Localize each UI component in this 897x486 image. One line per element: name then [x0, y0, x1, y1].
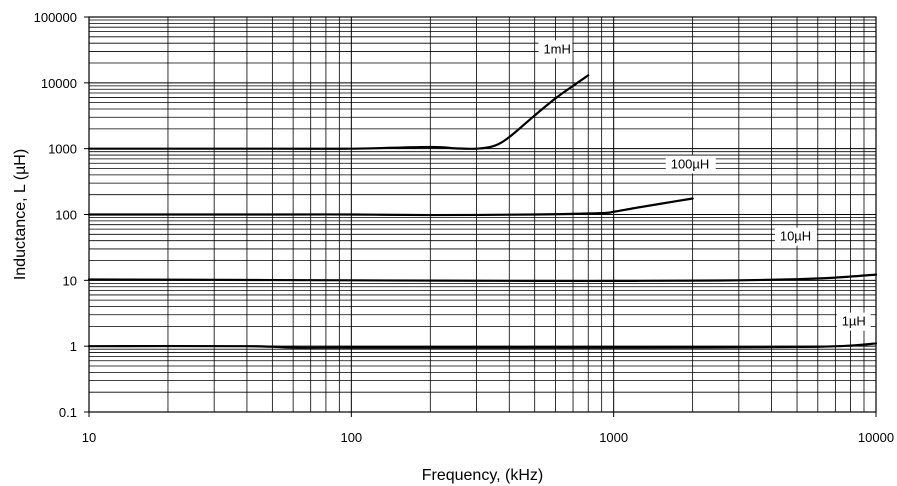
y-tick-label: 100000: [34, 10, 77, 25]
y-tick-label: 100: [55, 208, 77, 223]
y-tick-label: 1000: [48, 142, 77, 157]
x-tick-label: 1000: [599, 430, 628, 445]
x-tick-label: 100: [340, 430, 362, 445]
y-axis-ticks: 0.1 1 10 100 1000 10000 100000: [34, 10, 89, 420]
series-label-box: [538, 40, 573, 59]
series-label: 1mH: [543, 41, 570, 56]
series-label: 100µH: [671, 156, 710, 171]
series-label-box: [836, 312, 871, 331]
series-labels: 1mH 100µH 10µH 1µH: [538, 40, 871, 331]
series-line-1: [87, 197, 694, 217]
series-line-0: [87, 74, 590, 150]
x-axis-label: Frequency, (kHz): [422, 467, 544, 484]
x-axis-ticks: 10 100 1000 10000: [82, 412, 894, 445]
x-tick-label: 10: [82, 430, 96, 445]
series-line-2: [87, 273, 878, 283]
y-tick-label: 10000: [41, 76, 77, 91]
series-label-box: [774, 227, 817, 246]
series-line-3: [87, 342, 878, 349]
y-axis-label: Inductance, L (µH): [12, 149, 29, 280]
x-tick-label: 10000: [858, 430, 894, 445]
y-tick-label: 10: [63, 273, 77, 288]
series-label-box: [665, 155, 716, 174]
series-lines: [87, 74, 878, 349]
series-label: 10µH: [780, 229, 811, 244]
series-label: 1µH: [842, 314, 866, 329]
y-tick-label: 1: [70, 339, 77, 354]
y-tick-label: 0.1: [59, 405, 77, 420]
